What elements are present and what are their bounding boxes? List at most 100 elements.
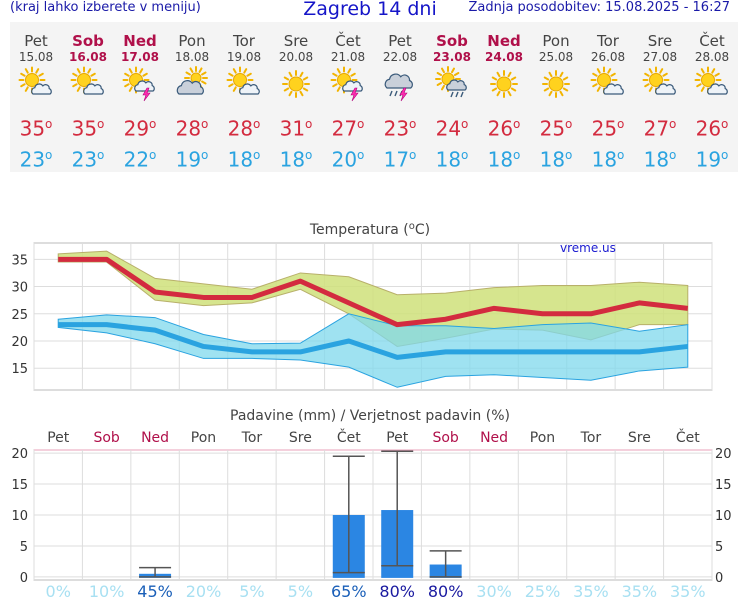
precipitation-probability-label: 35%: [573, 582, 609, 600]
day-date: 22.08: [382, 50, 418, 64]
precipitation-probability-label: 30%: [476, 582, 512, 600]
day-name: Čet: [699, 32, 725, 50]
precipitation-tick-label-right: 20: [715, 447, 732, 462]
degree-symbol: o: [565, 117, 573, 131]
degree-symbol: o: [305, 117, 313, 131]
min-temperature: 18o: [634, 141, 686, 174]
degree-symbol: o: [149, 117, 157, 131]
day-column: Tor 26.08 25o 18o: [582, 22, 634, 173]
day-name: Čet: [335, 32, 361, 50]
min-temperature: 23o: [62, 141, 114, 174]
min-temperature-value: 18: [227, 147, 254, 172]
day-date: 21.08: [330, 50, 366, 64]
precipitation-probability-label: 20%: [186, 582, 222, 600]
precipitation-probability-label: 65%: [331, 582, 367, 600]
precipitation-day-label: Sre: [289, 430, 312, 446]
sun-icon: [490, 70, 518, 98]
day-date: 27.08: [642, 50, 678, 64]
max-temperature-value: 35: [19, 116, 46, 141]
min-temperature-value: 19: [695, 147, 722, 172]
day-name: Pet: [24, 32, 48, 50]
precipitation-day-label: Sob: [432, 430, 458, 446]
day-date: 15.08: [18, 50, 54, 64]
precipitation-day-label: Tor: [241, 430, 263, 446]
day-name: Sob: [72, 32, 104, 50]
degree-symbol: o: [149, 147, 157, 162]
day-column: Pet 22.08 23o 17o: [374, 22, 426, 173]
sun-cloud-icon: [642, 66, 676, 95]
max-temperature-value: 26: [695, 116, 722, 141]
sun-cloud-icon: [590, 66, 624, 95]
day-date: 23.08: [433, 50, 471, 64]
day-date: 16.08: [69, 50, 107, 64]
temperature-tick-label: 35: [11, 253, 28, 268]
daily-forecast-strip: Pet 15.08 35o 23o Sob 16.08 35o 23o Ned 17.08 29o 2…: [10, 22, 738, 172]
forecast-charts: Temperatura (oC) 15 20 25 30 35 vreme.us Padavi…: [11, 221, 732, 600]
degree-symbol: o: [669, 117, 677, 131]
degree-symbol: o: [721, 147, 729, 162]
degree-symbol: o: [45, 147, 53, 162]
day-date: 19.08: [226, 50, 262, 64]
min-temperature: 18o: [478, 141, 530, 174]
sun-cloud-rain-icon: [435, 66, 467, 98]
temperature-tick-label: 15: [11, 362, 28, 377]
precipitation-tick-label-left: 10: [11, 509, 28, 524]
day-column: Sob 16.08 35o 23o: [62, 22, 114, 173]
degree-symbol: o: [45, 117, 53, 131]
max-temperature-value: 27: [643, 116, 670, 141]
min-temperature-value: 18: [435, 147, 462, 172]
min-temperature-value: 22: [123, 147, 150, 172]
max-temperature: 28o: [166, 112, 218, 141]
max-temperature: 27o: [322, 112, 374, 141]
day-date: 24.08: [485, 50, 523, 64]
max-temperature-value: 28: [227, 116, 254, 141]
min-temperature-value: 19: [175, 147, 202, 172]
watermark-text: vreme.us: [560, 241, 616, 255]
min-temperature: 19o: [166, 141, 218, 174]
max-temperature: 24o: [426, 112, 478, 141]
cloud-rain-storm-icon: [384, 73, 413, 102]
degree-symbol: o: [669, 147, 677, 162]
min-temperature: 19o: [686, 141, 738, 174]
degree-symbol: o: [97, 117, 105, 131]
precipitation-tick-label-right: 15: [715, 478, 732, 493]
sun-cloud-icon: [70, 66, 104, 95]
day-column: Sre 20.08 31o 18o: [270, 22, 322, 173]
day-column: Ned 24.08 26o 18o: [478, 22, 530, 173]
min-temperature: 23o: [10, 141, 62, 174]
max-temperature-value: 25: [591, 116, 618, 141]
precipitation-probability-label: 0%: [46, 582, 71, 600]
min-temperature-value: 23: [71, 147, 98, 172]
degree-symbol: o: [617, 117, 625, 131]
day-name: Sre: [647, 32, 673, 50]
sun-cloud-storm-icon: [330, 66, 363, 102]
day-name: Sob: [436, 32, 468, 50]
precipitation-probability-label: 10%: [89, 582, 125, 600]
max-temperature: 26o: [686, 112, 738, 141]
min-temperature: 18o: [582, 141, 634, 174]
day-date: 28.08: [694, 50, 730, 64]
precipitation-tick-label-right: 10: [715, 509, 732, 524]
max-temperature: 28o: [218, 112, 270, 141]
degree-symbol: o: [305, 147, 313, 162]
day-date: 17.08: [121, 50, 159, 64]
precipitation-probability-label: 80%: [379, 582, 415, 600]
precipitation-tick-label-right: 0: [715, 571, 723, 586]
min-temperature: 18o: [218, 141, 270, 174]
precipitation-probability-label: 5%: [288, 582, 313, 600]
min-temperature-value: 18: [643, 147, 670, 172]
day-date: 20.08: [278, 50, 314, 64]
min-temperature-line: [58, 322, 689, 360]
region-hint: (kraj lahko izberete v meniju): [10, 0, 201, 15]
precipitation-probability-label: 80%: [428, 582, 464, 600]
min-temperature: 17o: [374, 141, 426, 174]
max-temperature-value: 24: [435, 116, 462, 141]
max-temperature: 31o: [270, 112, 322, 141]
precipitation-day-label: Ned: [141, 430, 169, 446]
precipitation-probability-label: 35%: [670, 582, 706, 600]
degree-symbol: o: [461, 117, 469, 131]
max-temperature-value: 29: [123, 116, 150, 141]
precipitation-day-label: Čet: [337, 428, 361, 446]
temperature-tick-label: 25: [11, 308, 28, 323]
min-temperature-value: 18: [539, 147, 566, 172]
